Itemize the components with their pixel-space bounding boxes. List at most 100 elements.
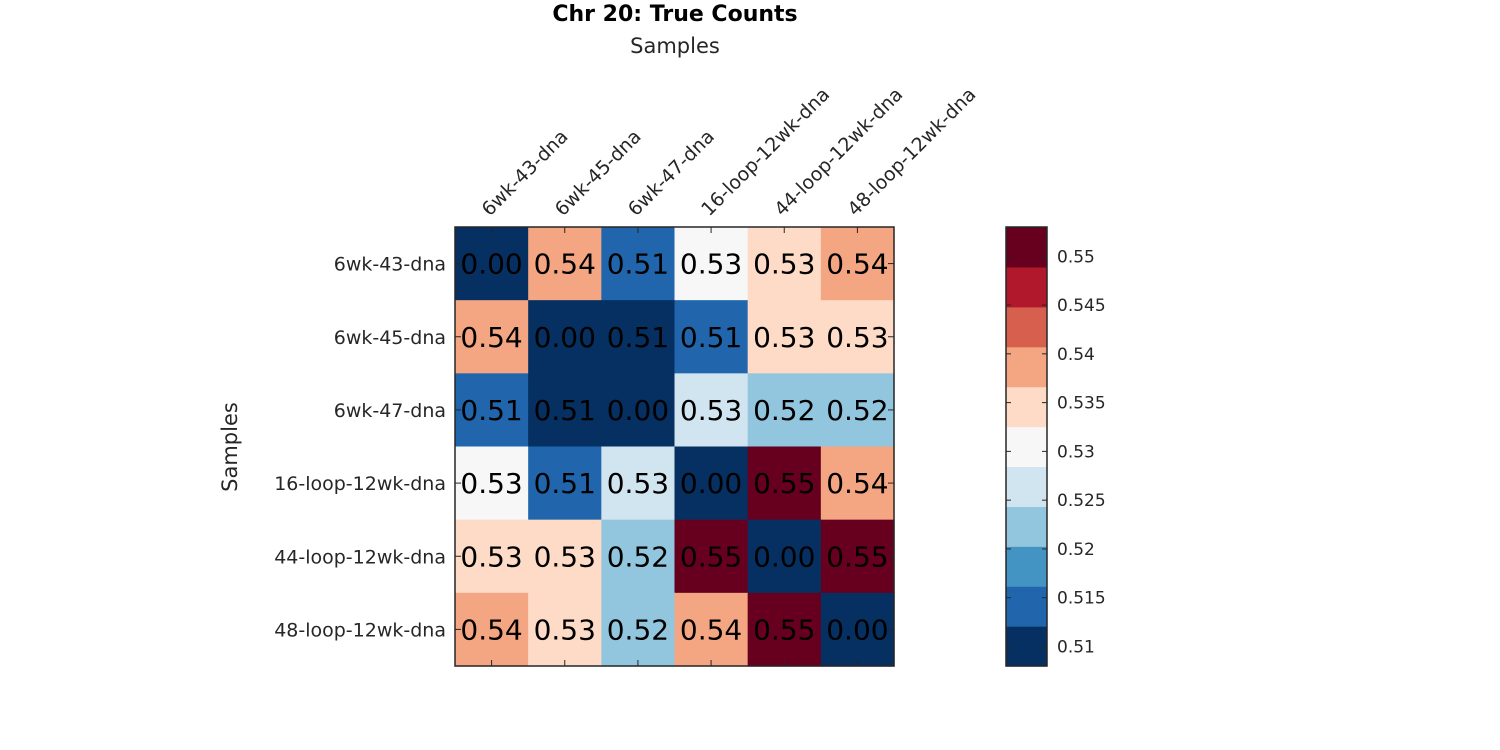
heatmap-cell — [455, 373, 529, 448]
colorbar-tick-label: 0.52 — [1057, 540, 1095, 560]
cell-value-label: 0.55 — [826, 540, 888, 573]
heatmap-cell — [747, 227, 822, 301]
heatmap-cell — [455, 300, 529, 374]
heatmap-cell — [601, 446, 676, 521]
y-axis-label: Samples — [218, 402, 242, 492]
colorbar-segment — [1006, 227, 1047, 268]
chart-title: Chr 20: True Counts — [552, 2, 797, 27]
x-tick-labels: 6wk-43-dna6wk-45-dna6wk-47-dna16-loop-12… — [478, 83, 981, 220]
heatmap-cell — [528, 227, 602, 301]
colorbar-segment — [1006, 306, 1047, 348]
colorbar-segment — [1006, 506, 1047, 547]
colorbar-segment — [1006, 346, 1047, 388]
heatmap-cell — [674, 227, 749, 301]
cell-value-label: 0.54 — [826, 467, 888, 500]
cell-value-label: 0.00 — [534, 321, 596, 354]
cell-value-label: 0.00 — [753, 540, 815, 573]
colorbar-segment — [1006, 586, 1047, 627]
heatmap-cells — [454, 226, 895, 667]
cell-value-label: 0.55 — [753, 467, 815, 500]
heatmap-cell — [820, 446, 895, 521]
heatmap-cell — [601, 519, 676, 594]
cell-value-label: 0.53 — [826, 321, 888, 354]
colorbar-segment — [1006, 466, 1047, 507]
cell-value-label: 0.53 — [680, 248, 742, 281]
cell-value-label: 0.00 — [460, 248, 522, 281]
x-tick-label: 44-loop-12wk-dna — [770, 83, 907, 220]
heatmap-cell — [820, 592, 895, 667]
heatmap-cell — [528, 592, 602, 667]
heatmap-cell — [674, 373, 749, 448]
colorbar-tick-label: 0.51 — [1057, 637, 1095, 657]
colorbar-tick-label: 0.515 — [1057, 589, 1106, 609]
heatmap-cell — [820, 300, 895, 374]
heatmap-frame — [454, 226, 895, 667]
heatmap-cell — [820, 373, 895, 448]
heatmap-cell — [747, 373, 822, 448]
heatmap-cell — [528, 373, 602, 448]
cell-value-label: 0.00 — [826, 613, 888, 646]
cell-value-label: 0.51 — [607, 321, 669, 354]
cell-value-label: 0.54 — [460, 613, 522, 646]
heatmap-cell — [455, 227, 529, 301]
cell-value-label: 0.51 — [607, 248, 669, 281]
cell-value-label: 0.52 — [753, 394, 815, 427]
cell-value-label: 0.53 — [753, 248, 815, 281]
heatmap-cell — [747, 592, 822, 667]
heatmap-cell — [528, 300, 602, 374]
cell-value-label: 0.51 — [534, 394, 596, 427]
heatmap-cell-labels: 0.00 0.54 0.51 0.53 0.53 0.54 0.54 0.00 0.51 0.51… — [460, 248, 888, 647]
colorbar-tick-label: 0.54 — [1057, 345, 1095, 365]
cell-value-label: 0.00 — [680, 467, 742, 500]
cell-value-label: 0.54 — [680, 613, 742, 646]
y-tick-label: 44-loop-12wk-dna — [274, 546, 446, 568]
cell-value-label: 0.53 — [460, 467, 522, 500]
x-tick-label: 16-loop-12wk-dna — [697, 83, 834, 220]
colorbar-segment — [1006, 386, 1047, 428]
y-tick-label: 6wk-45-dna — [334, 327, 446, 349]
heatmap-cell — [528, 446, 602, 521]
heatmap-cell — [820, 519, 895, 594]
colorbar-segment — [1006, 266, 1047, 308]
cell-value-label: 0.54 — [534, 248, 596, 281]
heatmap-cell — [528, 519, 602, 594]
colorbar-tick-label: 0.545 — [1057, 296, 1106, 316]
heatmap-cell — [747, 446, 822, 521]
y-tick-label: 16-loop-12wk-dna — [274, 473, 446, 495]
cell-value-label: 0.51 — [680, 321, 742, 354]
cell-value-label: 0.52 — [826, 394, 888, 427]
heatmap-cell — [455, 446, 529, 521]
colorbar: 0.51 0.515 0.52 0.525 0.53 0.535 0.54 0.545 0.55 — [1005, 226, 1106, 667]
colorbar-tick-label: 0.525 — [1057, 491, 1106, 511]
heatmap-cell — [747, 519, 822, 594]
cell-value-label: 0.51 — [460, 394, 522, 427]
cell-value-label: 0.53 — [460, 540, 522, 573]
heatmap-cell — [455, 592, 529, 667]
cell-value-label: 0.53 — [534, 540, 596, 573]
heatmap-cell — [674, 592, 749, 667]
cell-value-label: 0.54 — [826, 248, 888, 281]
heatmap-cell — [601, 227, 676, 301]
cell-value-label: 0.53 — [607, 467, 669, 500]
cell-value-label: 0.53 — [680, 394, 742, 427]
heatmap-cell — [601, 592, 676, 667]
x-axis-label: Samples — [630, 34, 720, 58]
y-tick-label: 48-loop-12wk-dna — [274, 619, 446, 641]
cell-value-label: 0.00 — [607, 394, 669, 427]
heatmap-cell — [674, 300, 749, 374]
cell-value-label: 0.51 — [534, 467, 596, 500]
colorbar-segment — [1006, 626, 1047, 667]
x-tick-label: 48-loop-12wk-dna — [843, 83, 980, 220]
heatmap-cell — [601, 373, 676, 448]
heatmap-cell — [820, 227, 895, 301]
heatmap-cell — [747, 300, 822, 374]
heatmap-cell — [601, 300, 676, 374]
cell-value-label: 0.53 — [534, 613, 596, 646]
cell-value-label: 0.52 — [607, 540, 669, 573]
cell-value-label: 0.55 — [753, 613, 815, 646]
heatmap-cell — [455, 519, 529, 594]
heatmap-cell — [674, 519, 749, 594]
colorbar-segment — [1006, 546, 1047, 587]
colorbar-frame — [1005, 226, 1048, 667]
